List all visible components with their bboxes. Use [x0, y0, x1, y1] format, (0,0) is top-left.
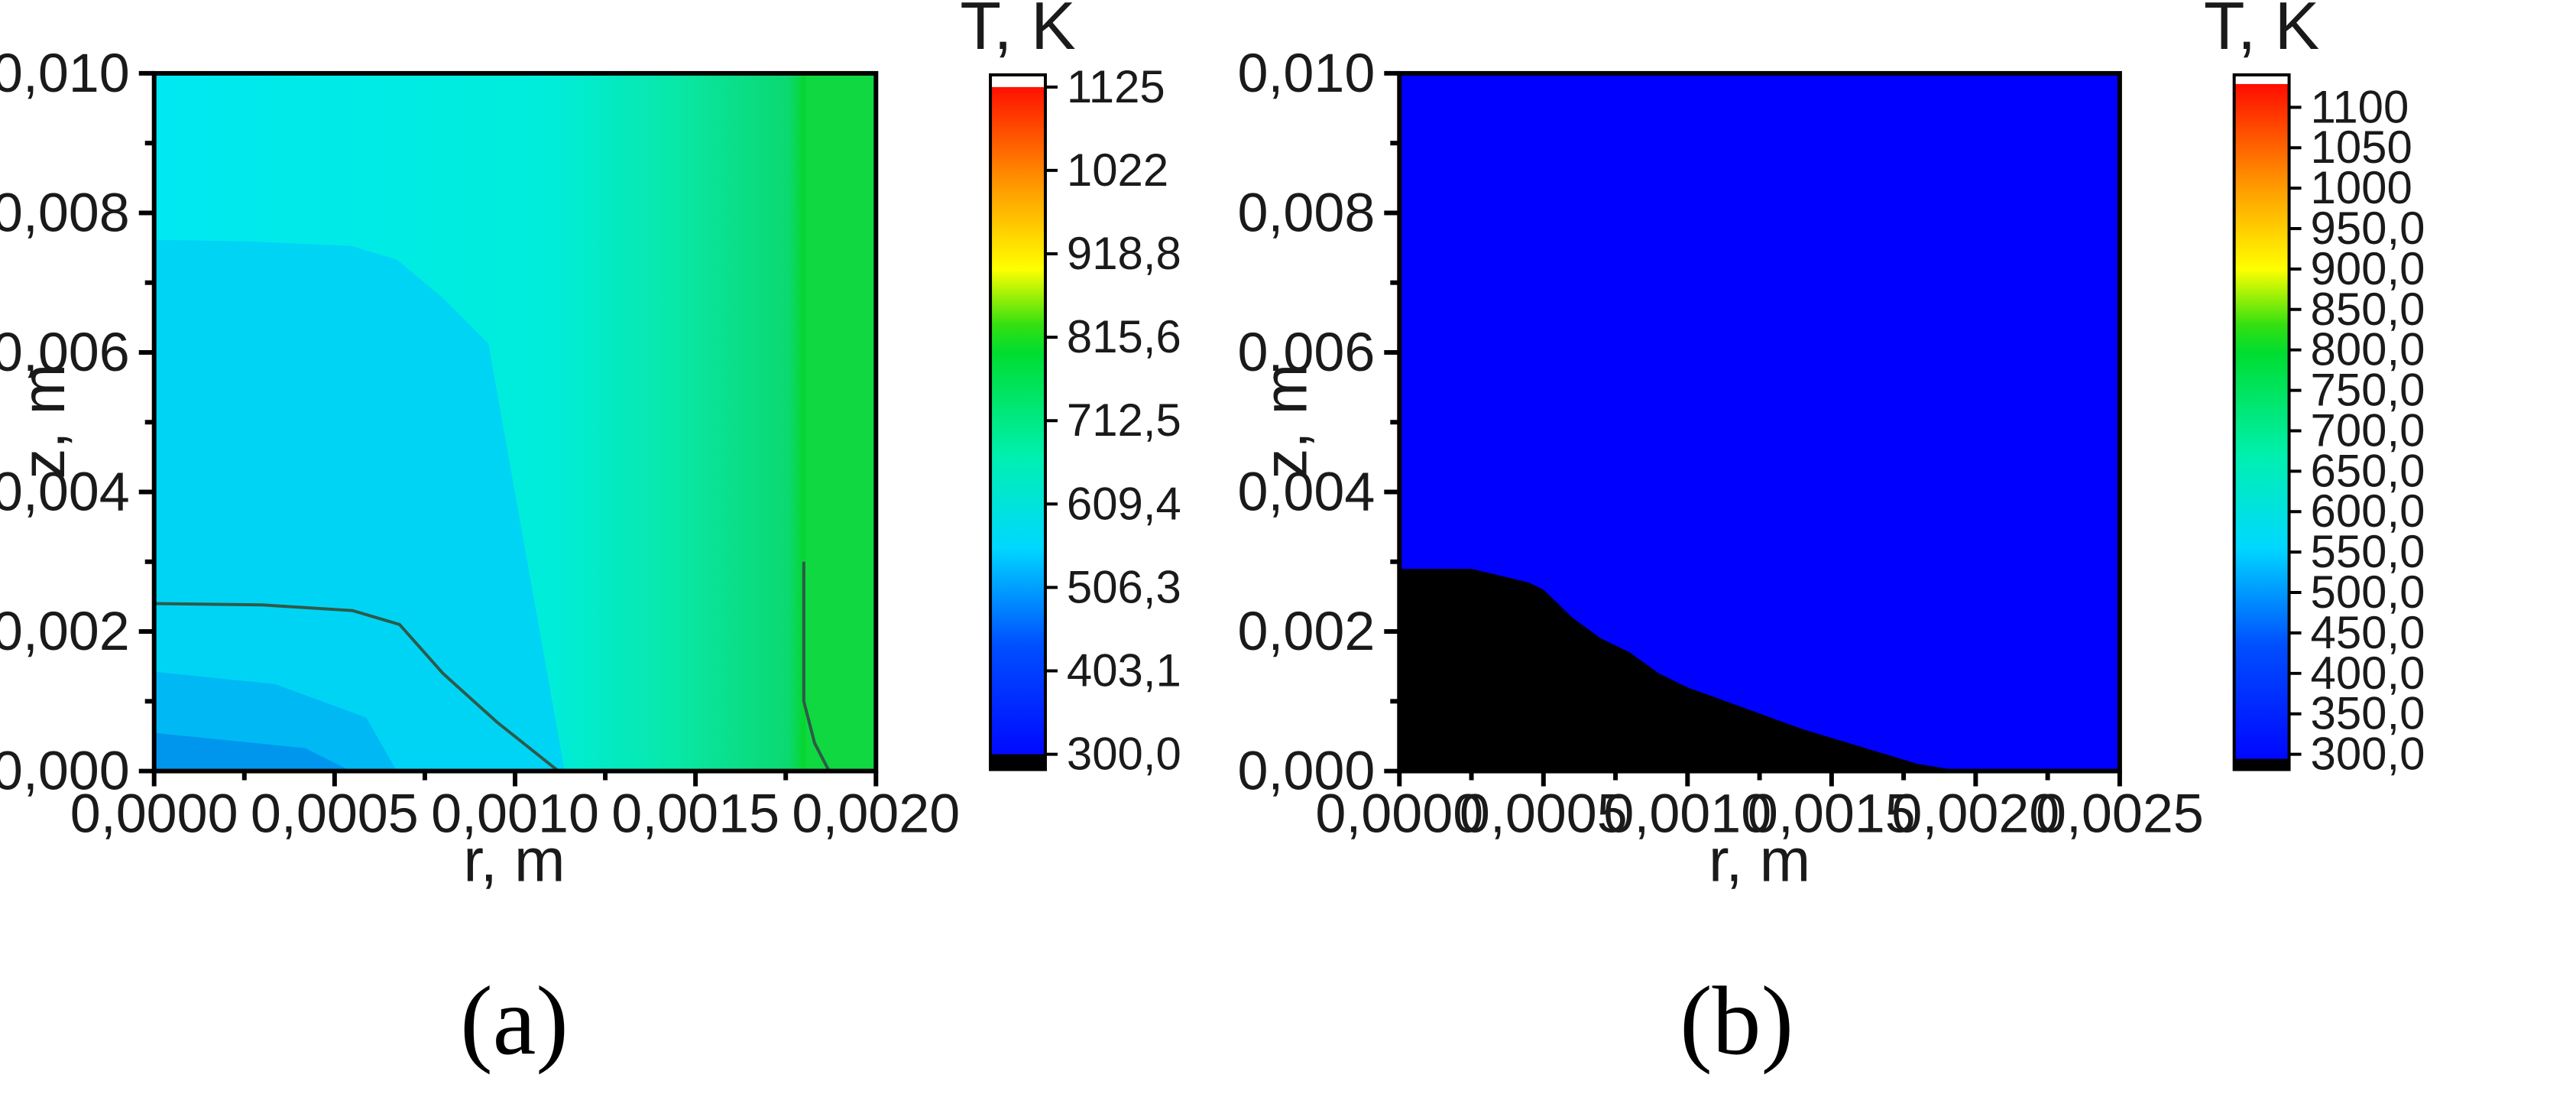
colorbar-b-frame	[2232, 73, 2291, 771]
colorbar-tick-label-b: 700,0	[2311, 404, 2425, 456]
colorbar-tick-label-b: 1100	[2311, 81, 2409, 132]
x-tick-label-b: 0,0025	[2036, 783, 2204, 844]
colorbar-tick-label-b: 650,0	[2311, 445, 2425, 496]
x-axis-title-b: r, m	[1709, 826, 1810, 894]
colorbar-a-overflow	[990, 74, 1045, 87]
y-tick-label-a: 0,002	[0, 601, 130, 662]
y-tick-label-a: 0,006	[0, 322, 130, 383]
y-tick-label-b: 0,010	[1237, 43, 1375, 104]
colorbar-tick-label-b: 1000	[2311, 162, 2412, 213]
colorbar-tick-label-a: 403,1	[1067, 645, 1181, 696]
colorbar-tick-label-a: 1022	[1067, 144, 1168, 196]
colorbar-tick-label-b: 550,0	[2311, 526, 2425, 577]
panel-a: 0,0000 0,0005 0,0010 0,0015 0,0020 0,000 0,00…	[0, 0, 1181, 1075]
y-tick-label-b: 0,004	[1237, 461, 1375, 522]
cool-core-boundary	[154, 602, 559, 773]
colorbar-tick-label-b: 850,0	[2311, 284, 2425, 335]
colorbar-tick-label-b: 900,0	[2311, 243, 2425, 294]
panel-label-b: (b)	[1680, 966, 1793, 1075]
x-tick-label-a: 0,0010	[431, 783, 599, 844]
colorbar-tick-label-b: 750,0	[2311, 365, 2425, 416]
colorbar-a	[990, 74, 1045, 770]
panel-label-a: (a)	[460, 966, 569, 1075]
x-axis-title-a: r, m	[463, 826, 565, 894]
x-tick-label-b: 0,0010	[1603, 783, 1771, 844]
colorbar-tick-label-a: 815,6	[1067, 311, 1181, 362]
colorbar-tick-label-b: 450,0	[2311, 607, 2425, 658]
x-tick-label-b: 0,0020	[1891, 783, 2059, 844]
colorbar-tick-label-b: 400,0	[2311, 648, 2425, 699]
colorbar-tick-label-b: 500,0	[2311, 566, 2425, 618]
colorbar-a-underflow	[990, 754, 1045, 770]
y-tick-label-b: 0,002	[1237, 601, 1375, 662]
colorbar-title-b: T, K	[2204, 0, 2319, 63]
colorbar-tick-label-a: 712,5	[1067, 394, 1181, 446]
cold-region-b	[1399, 568, 1962, 771]
colorbar-tick-label-a: 609,4	[1067, 478, 1181, 529]
y-tick-label-a: 0,004	[0, 461, 130, 522]
y-tick-label-a: 0,008	[0, 182, 130, 243]
x-tick-label-b: 0,0015	[1748, 783, 1916, 844]
colorbar-tick-label-a: 918,8	[1067, 228, 1181, 279]
colorbar-b-overflow	[2234, 74, 2289, 84]
hot-edge-region	[805, 73, 876, 771]
cool-core-region	[154, 239, 565, 771]
colorbar-tick-label-b: 300,0	[2311, 729, 2425, 780]
cool-core-innermost	[154, 732, 352, 771]
colorbar-title-a: T, K	[960, 0, 1075, 63]
x-tick-label-b: 0,0000	[1315, 783, 1483, 844]
colorbar-tick-label-b: 950,0	[2311, 203, 2425, 254]
colorbar-tick-label-a: 1125	[1067, 61, 1165, 112]
colorbar-b	[2234, 74, 2289, 770]
colorbar-tick-label-a: 300,0	[1067, 729, 1181, 780]
y-axis-title-b: z, m	[1251, 364, 1319, 479]
y-tick-label-b: 0,000	[1237, 741, 1375, 802]
colorbar-tick-label-b: 800,0	[2311, 324, 2425, 375]
x-tick-label-b: 0,0005	[1460, 783, 1628, 844]
x-tick-label-a: 0,0005	[251, 783, 419, 844]
colorbar-tick-label-b: 600,0	[2311, 485, 2425, 537]
colorbar-tick-label-a: 506,3	[1067, 561, 1181, 612]
y-axis-title-a: z, m	[9, 364, 77, 479]
colorbar-b-underflow	[2234, 758, 2289, 770]
y-tick-label-b: 0,008	[1237, 182, 1375, 243]
y-tick-label-a: 0,000	[0, 741, 130, 802]
y-tick-label-b: 0,006	[1237, 322, 1375, 383]
y-tick-label-a: 0,010	[0, 43, 130, 104]
x-tick-label-a: 0,0000	[70, 783, 238, 844]
colorbar-tick-label-b: 1050	[2311, 122, 2412, 173]
hot-edge-boundary	[802, 561, 831, 772]
x-tick-label-a: 0,0020	[792, 783, 960, 844]
colorbar-tick-label-b: 350,0	[2311, 688, 2425, 739]
x-tick-label-a: 0,0015	[611, 783, 779, 844]
